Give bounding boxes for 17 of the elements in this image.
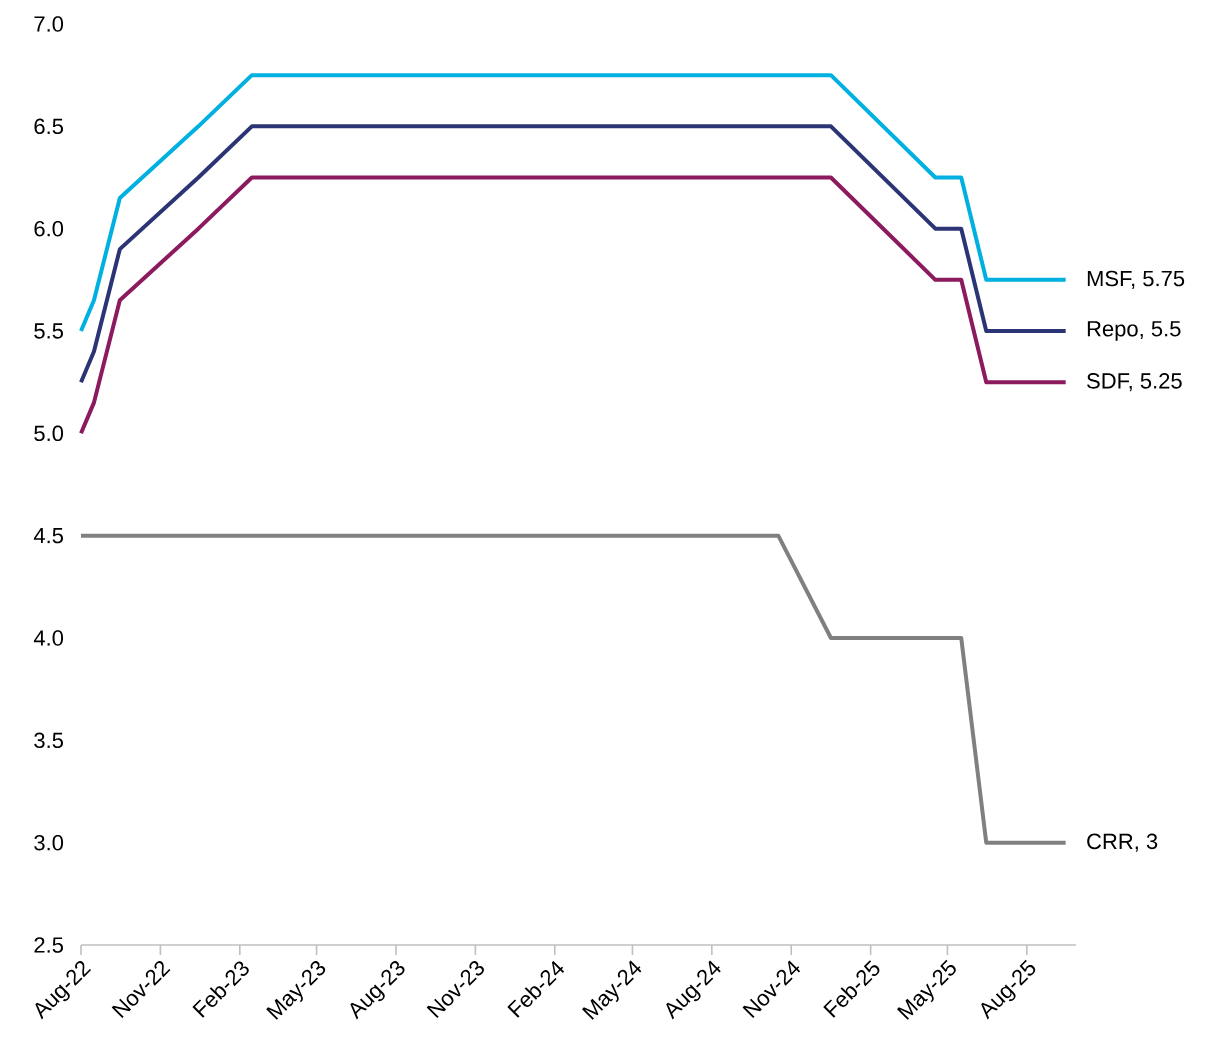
y-tick-label: 4.5 [33, 528, 63, 544]
y-tick-label: 6.0 [34, 220, 64, 237]
y-tick-label: 5.5 [34, 323, 63, 339]
y-tick-label: 7.0 [34, 16, 64, 32]
series-label: SDF, 5.25 [1087, 373, 1182, 392]
y-tick-label: 2.5 [34, 937, 63, 953]
y-tick-label: 5.0 [34, 425, 64, 442]
series-label: MSF, 5.75 [1087, 270, 1185, 289]
series-label: CRR, 3 [1087, 833, 1158, 852]
line-series [79, 124, 1068, 385]
line-series [79, 175, 1068, 436]
y-tick-label: 4.0 [33, 630, 64, 646]
series-label: Repo, 5.5 [1087, 321, 1181, 341]
line-series [79, 73, 1068, 333]
y-tick-label: 3.0 [34, 834, 64, 851]
y-tick-label: 6.5 [34, 118, 63, 135]
y-tick-label: 3.5 [34, 732, 63, 749]
